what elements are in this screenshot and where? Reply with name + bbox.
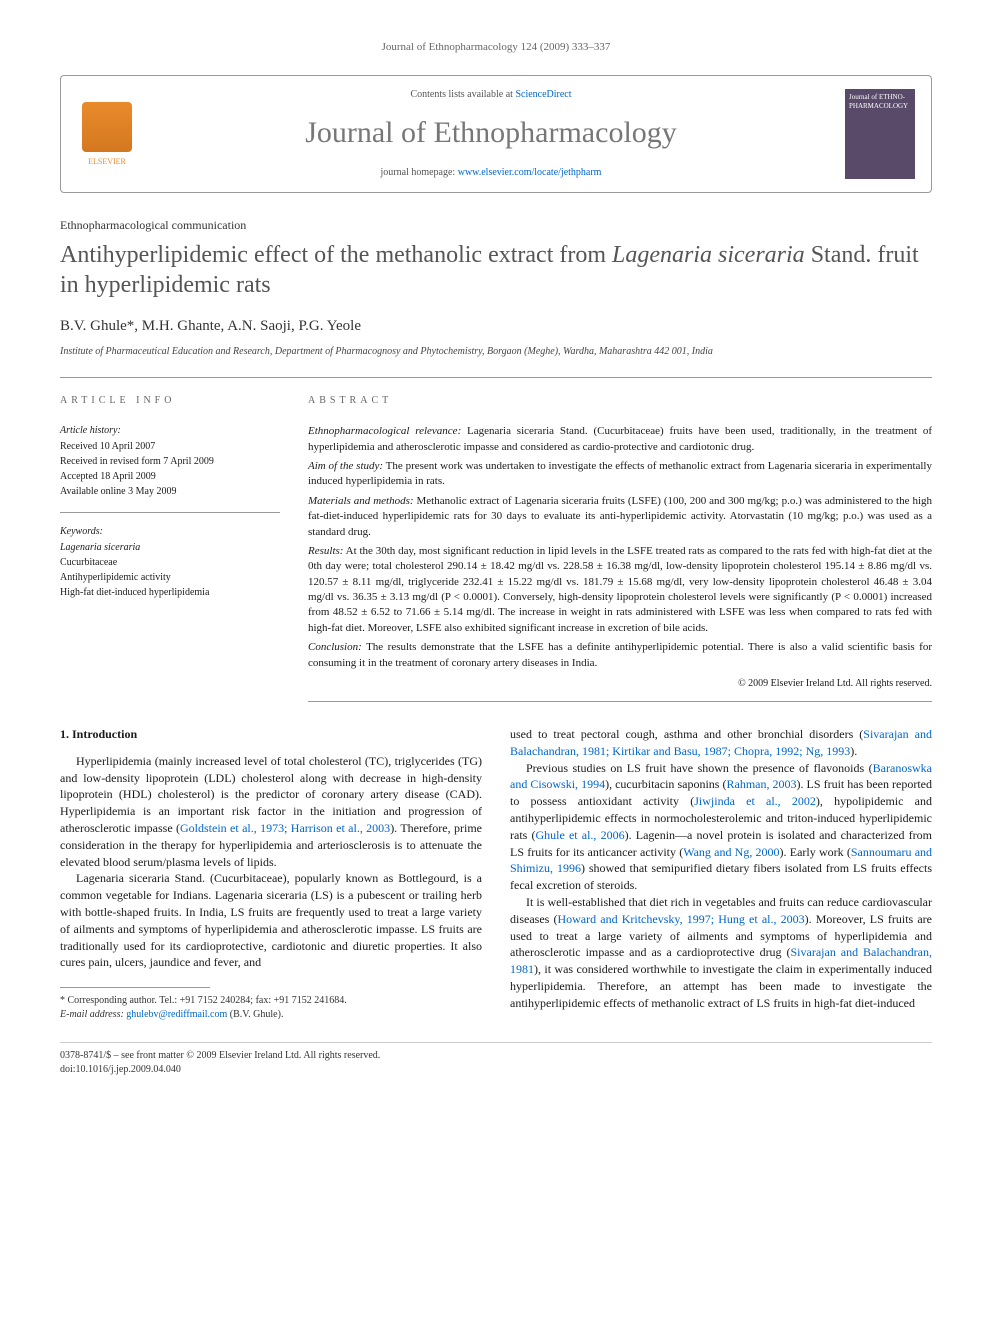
affiliation: Institute of Pharmaceutical Education an…	[60, 345, 932, 359]
contents-available-line: Contents lists available at ScienceDirec…	[153, 88, 829, 102]
right-p3c: ), it was considered worthwhile to inves…	[510, 962, 932, 1010]
journal-masthead: ELSEVIER Contents lists available at Sci…	[60, 75, 932, 193]
history-heading: Article history:	[60, 424, 280, 438]
corr-email-line: E-mail address: ghulebv@rediffmail.com (…	[60, 1008, 482, 1022]
abstract-lead-1: Ethnopharmacological relevance:	[308, 425, 461, 437]
corr-email-link[interactable]: ghulebv@rediffmail.com	[126, 1009, 227, 1020]
running-header: Journal of Ethnopharmacology 124 (2009) …	[60, 40, 932, 55]
abstract-results: Results: At the 30th day, most significa…	[308, 544, 932, 636]
abstract-lead-3: Materials and methods:	[308, 495, 414, 507]
author-list: B.V. Ghule*, M.H. Ghante, A.N. Saoji, P.…	[60, 316, 932, 337]
footer-left: 0378-8741/$ – see front matter © 2009 El…	[60, 1049, 380, 1077]
intro-p2a: Lagenaria siceraria Stand. (Cucurbitacea…	[60, 871, 482, 969]
body-right-column: used to treat pectoral cough, asthma and…	[510, 726, 932, 1022]
keywords-block: Keywords: Lagenaria siceraria Cucurbitac…	[60, 525, 280, 613]
ref-jiwjinda[interactable]: Jiwjinda et al., 2002	[694, 794, 816, 808]
abstract-relevance: Ethnopharmacological relevance: Lagenari…	[308, 424, 932, 455]
corr-line: * Corresponding author. Tel.: +91 7152 2…	[60, 994, 482, 1008]
keyword-3: Antihyperlipidemic activity	[60, 571, 280, 585]
elsevier-logo: ELSEVIER	[77, 99, 137, 169]
homepage-prefix: journal homepage:	[381, 167, 458, 178]
ref-ghule[interactable]: Ghule et al., 2006	[535, 828, 624, 842]
keyword-4: High-fat diet-induced hyperlipidemia	[60, 586, 280, 600]
title-pre: Antihyperlipidemic effect of the methano…	[60, 242, 612, 268]
body-columns: 1. Introduction Hyperlipidemia (mainly i…	[60, 726, 932, 1022]
ref-wang[interactable]: Wang and Ng, 2000	[683, 845, 779, 859]
journal-homepage-line: journal homepage: www.elsevier.com/locat…	[153, 166, 829, 180]
body-left-column: 1. Introduction Hyperlipidemia (mainly i…	[60, 726, 482, 1022]
doi-line: doi:10.1016/j.jep.2009.04.040	[60, 1063, 380, 1077]
corresponding-author-footnote: * Corresponding author. Tel.: +91 7152 2…	[60, 994, 482, 1022]
intro-para-1: Hyperlipidemia (mainly increased level o…	[60, 753, 482, 871]
keyword-2: Cucurbitaceae	[60, 556, 280, 570]
footnote-rule	[60, 987, 210, 988]
history-revised: Received in revised form 7 April 2009	[60, 455, 280, 469]
publisher-label: ELSEVIER	[88, 156, 126, 167]
contents-prefix: Contents lists available at	[410, 89, 515, 100]
abstract-column: ABSTRACT Ethnopharmacological relevance:…	[308, 394, 932, 702]
email-suffix: (B.V. Ghule).	[227, 1009, 283, 1020]
right-p2b: ), cucurbitacin saponins (	[605, 777, 726, 791]
intro-para-2: Lagenaria siceraria Stand. (Cucurbitacea…	[60, 870, 482, 971]
right-p2a: Previous studies on LS fruit have shown …	[526, 761, 873, 775]
sciencedirect-link[interactable]: ScienceDirect	[515, 89, 571, 100]
article-title: Antihyperlipidemic effect of the methano…	[60, 240, 932, 300]
intro-para-2-cont: used to treat pectoral cough, asthma and…	[510, 726, 932, 760]
article-info-column: ARTICLE INFO Article history: Received 1…	[60, 394, 280, 702]
article-info-row: ARTICLE INFO Article history: Received 1…	[60, 377, 932, 702]
journal-cover-thumbnail: Journal of ETHNO-PHARMACOLOGY	[845, 89, 915, 179]
elsevier-tree-icon	[82, 102, 132, 152]
ref-howard[interactable]: Howard and Kritchevsky, 1997; Hung et al…	[557, 912, 804, 926]
right-p1a: used to treat pectoral cough, asthma and…	[510, 727, 863, 741]
intro-para-3: Previous studies on LS fruit have shown …	[510, 760, 932, 894]
email-label: E-mail address:	[60, 1009, 126, 1020]
abstract-lead-5: Conclusion:	[308, 641, 362, 653]
masthead-center: Contents lists available at ScienceDirec…	[153, 88, 829, 180]
right-p2f: ). Early work (	[780, 845, 851, 859]
journal-homepage-link[interactable]: www.elsevier.com/locate/jethpharm	[458, 167, 602, 178]
keyword-1: Lagenaria siceraria	[60, 541, 280, 555]
title-species: Lagenaria siceraria	[612, 242, 805, 268]
history-accepted: Accepted 18 April 2009	[60, 470, 280, 484]
abstract-lead-4: Results:	[308, 545, 343, 557]
issn-line: 0378-8741/$ – see front matter © 2009 El…	[60, 1049, 380, 1063]
abstract-text-5: The results demonstrate that the LSFE ha…	[308, 641, 932, 668]
ref-goldstein[interactable]: Goldstein et al., 1973; Harrison et al.,…	[180, 821, 390, 835]
page-footer: 0378-8741/$ – see front matter © 2009 El…	[60, 1042, 932, 1077]
right-p1b: ).	[850, 744, 857, 758]
abstract-label: ABSTRACT	[308, 394, 932, 408]
abstract-conclusion: Conclusion: The results demonstrate that…	[308, 640, 932, 671]
history-received: Received 10 April 2007	[60, 440, 280, 454]
ref-rahman[interactable]: Rahman, 2003	[726, 777, 796, 791]
abstract-aim: Aim of the study: The present work was u…	[308, 459, 932, 490]
article-type: Ethnopharmacological communication	[60, 217, 932, 234]
keywords-heading: Keywords:	[60, 525, 280, 539]
journal-name: Journal of Ethnopharmacology	[153, 112, 829, 154]
abstract-copyright: © 2009 Elsevier Ireland Ltd. All rights …	[308, 677, 932, 702]
article-info-label: ARTICLE INFO	[60, 394, 280, 408]
intro-para-4: It is well-established that diet rich in…	[510, 894, 932, 1012]
history-online: Available online 3 May 2009	[60, 485, 280, 499]
section-1-heading: 1. Introduction	[60, 726, 482, 743]
abstract-text-2: The present work was undertaken to inves…	[308, 460, 932, 487]
abstract-text-4: At the 30th day, most significant reduct…	[308, 545, 932, 634]
article-history-block: Article history: Received 10 April 2007 …	[60, 424, 280, 513]
abstract-lead-2: Aim of the study:	[308, 460, 383, 472]
abstract-methods: Materials and methods: Methanolic extrac…	[308, 494, 932, 540]
